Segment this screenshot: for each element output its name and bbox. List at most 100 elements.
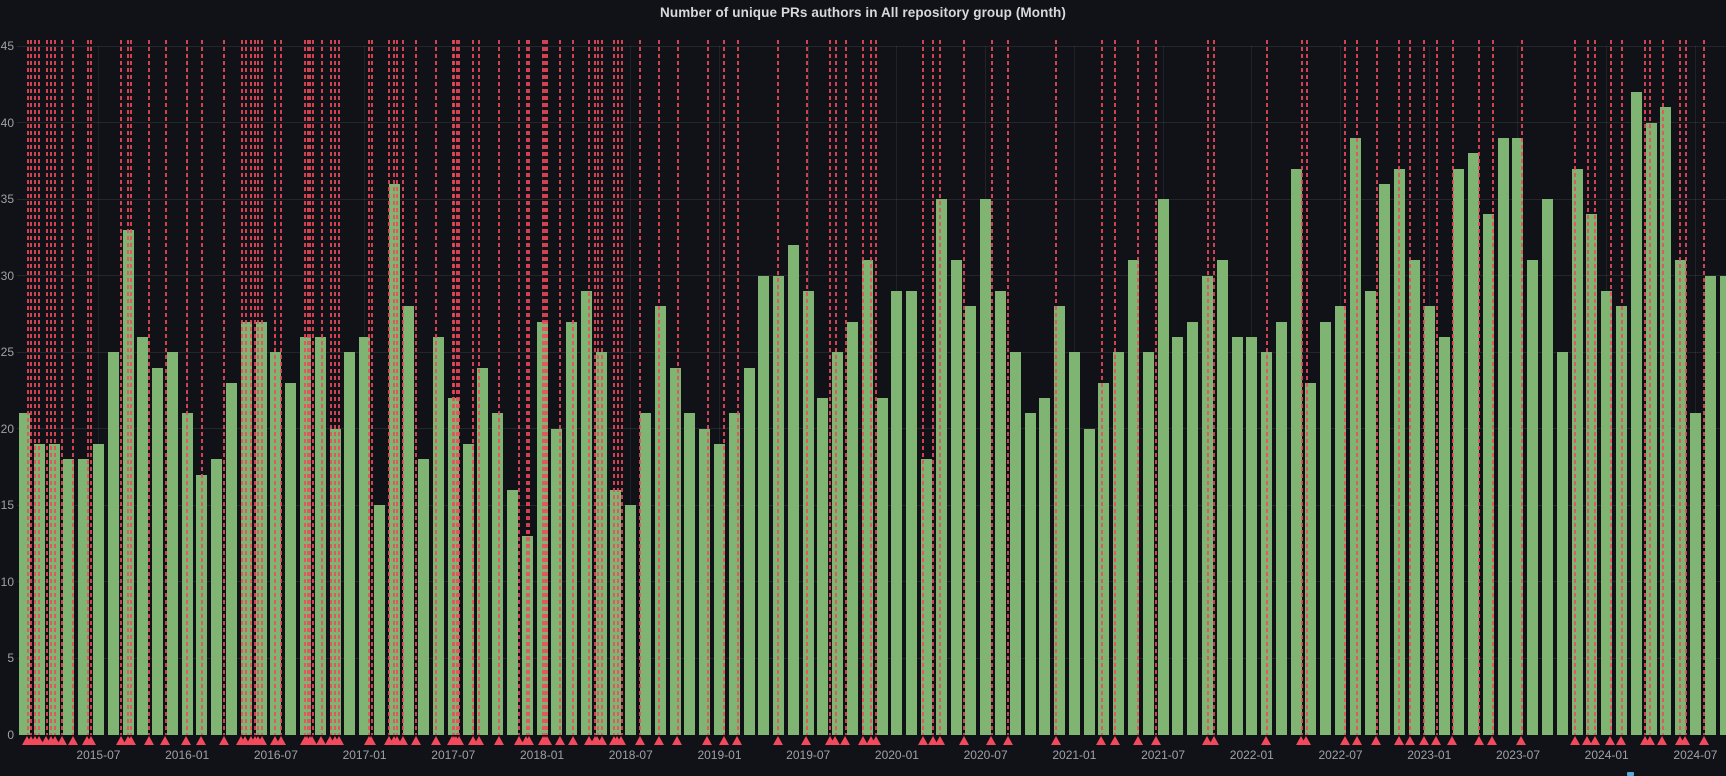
annotation-marker-icon[interactable] (1132, 736, 1143, 745)
annotation-marker-icon[interactable] (196, 736, 207, 745)
annotation-marker-icon[interactable] (1657, 736, 1668, 745)
bar[interactable] (152, 367, 164, 735)
bar[interactable] (418, 459, 430, 735)
bar[interactable] (802, 290, 814, 735)
bar[interactable] (285, 382, 297, 735)
annotation-marker-icon[interactable] (333, 736, 344, 745)
annotation-marker-icon[interactable] (1589, 736, 1600, 745)
bar[interactable] (1645, 122, 1657, 735)
bar[interactable] (447, 398, 459, 735)
bar[interactable] (462, 444, 474, 735)
annotation-marker-icon[interactable] (840, 736, 851, 745)
annotation-marker-icon[interactable] (1616, 736, 1627, 745)
annotation-marker-icon[interactable] (493, 736, 504, 745)
bar[interactable] (373, 505, 385, 735)
annotation-marker-icon[interactable] (467, 736, 478, 745)
bar[interactable] (1320, 321, 1332, 735)
annotation-marker-icon[interactable] (1418, 736, 1429, 745)
bar[interactable] (1261, 352, 1273, 735)
bar[interactable] (758, 275, 770, 735)
annotation-marker-icon[interactable] (1261, 736, 1272, 745)
bar[interactable] (63, 459, 75, 735)
annotation-marker-icon[interactable] (1674, 736, 1685, 745)
bar[interactable] (196, 474, 208, 735)
bar[interactable] (48, 444, 60, 735)
annotation-marker-icon[interactable] (56, 736, 67, 745)
bar[interactable] (640, 413, 652, 735)
annotation-marker-icon[interactable] (143, 736, 154, 745)
bar[interactable] (1556, 352, 1568, 735)
bar[interactable] (536, 321, 548, 735)
bar[interactable] (1039, 398, 1051, 735)
bar[interactable] (684, 413, 696, 735)
annotation-marker-icon[interactable] (1371, 736, 1382, 745)
annotation-marker-icon[interactable] (160, 736, 171, 745)
annotation-marker-icon[interactable] (1569, 736, 1580, 745)
annotation-marker-icon[interactable] (583, 736, 594, 745)
annotation-marker-icon[interactable] (1473, 736, 1484, 745)
bar[interactable] (1586, 214, 1598, 735)
bar[interactable] (669, 367, 681, 735)
bar[interactable] (1172, 336, 1184, 735)
annotation-marker-icon[interactable] (1605, 736, 1616, 745)
bar[interactable] (166, 352, 178, 735)
annotation-marker-icon[interactable] (316, 736, 327, 745)
bar[interactable] (1142, 352, 1154, 735)
bar[interactable] (1364, 290, 1376, 735)
bar[interactable] (1187, 321, 1199, 735)
bar[interactable] (654, 306, 666, 735)
annotation-marker-icon[interactable] (801, 736, 812, 745)
bar[interactable] (906, 290, 918, 735)
annotation-marker-icon[interactable] (870, 736, 881, 745)
bar[interactable] (1453, 168, 1465, 735)
annotation-marker-icon[interactable] (1351, 736, 1362, 745)
bar[interactable] (1335, 306, 1347, 735)
annotation-marker-icon[interactable] (275, 736, 286, 745)
bar[interactable] (1394, 168, 1406, 735)
annotation-marker-icon[interactable] (218, 736, 229, 745)
bar[interactable] (403, 306, 415, 735)
annotation-marker-icon[interactable] (958, 736, 969, 745)
bar[interactable] (329, 428, 341, 735)
annotation-marker-icon[interactable] (181, 736, 192, 745)
bar[interactable] (19, 413, 30, 735)
bar[interactable] (1660, 107, 1672, 735)
bar[interactable] (1527, 260, 1539, 735)
bar[interactable] (344, 352, 356, 735)
bar[interactable] (861, 260, 873, 735)
bar[interactable] (699, 428, 711, 735)
annotation-marker-icon[interactable] (824, 736, 835, 745)
bar[interactable] (477, 367, 489, 735)
bar[interactable] (891, 290, 903, 735)
annotation-marker-icon[interactable] (634, 736, 645, 745)
bar[interactable] (107, 352, 119, 735)
annotation-marker-icon[interactable] (616, 736, 627, 745)
bar[interactable] (625, 505, 637, 735)
bar[interactable] (270, 352, 282, 735)
bar[interactable] (1630, 91, 1642, 735)
bar[interactable] (255, 321, 267, 735)
bar[interactable] (1290, 168, 1302, 735)
bar[interactable] (92, 444, 104, 735)
annotation-marker-icon[interactable] (85, 736, 96, 745)
annotation-marker-icon[interactable] (830, 736, 841, 745)
bar[interactable] (1246, 336, 1258, 735)
annotation-marker-icon[interactable] (397, 736, 408, 745)
bar[interactable] (1408, 260, 1420, 735)
annotation-marker-icon[interactable] (410, 736, 421, 745)
annotation-marker-icon[interactable] (772, 736, 783, 745)
annotation-marker-icon[interactable] (672, 736, 683, 745)
bar[interactable] (980, 199, 992, 735)
bar[interactable] (1275, 321, 1287, 735)
bar[interactable] (1497, 137, 1509, 735)
bar[interactable] (388, 183, 400, 735)
annotation-marker-icon[interactable] (366, 736, 377, 745)
bar[interactable] (314, 336, 326, 735)
annotation-marker-icon[interactable] (473, 736, 484, 745)
annotation-marker-icon[interactable] (1447, 736, 1458, 745)
bar[interactable] (935, 199, 947, 735)
annotation-marker-icon[interactable] (49, 736, 60, 745)
bar[interactable] (610, 490, 622, 735)
annotation-marker-icon[interactable] (986, 736, 997, 745)
bar[interactable] (1423, 306, 1435, 735)
